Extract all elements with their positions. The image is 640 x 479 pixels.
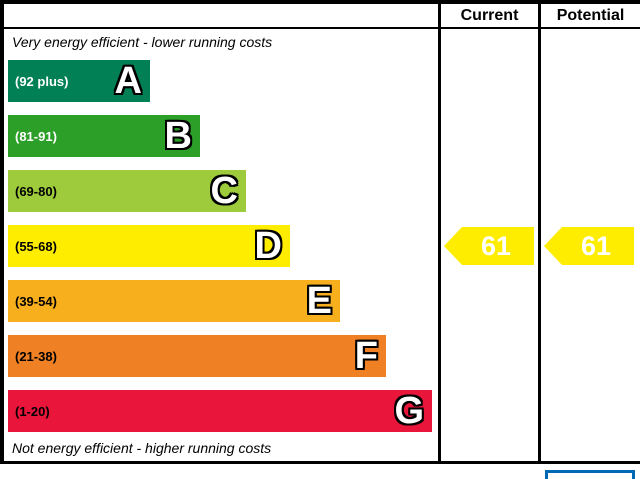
potential-rating-value: 61	[580, 230, 612, 261]
epc-band-d: (55-68) D	[8, 225, 290, 267]
potential-column-divider	[538, 0, 541, 464]
band-letter: F	[354, 335, 378, 377]
band-range-label: (69-80)	[15, 183, 57, 199]
band-letter: C	[210, 170, 238, 212]
band-range-label: (21-38)	[15, 348, 57, 364]
current-column-divider	[438, 0, 441, 464]
chart-bottom-border	[0, 461, 640, 464]
top-caption: Very energy efficient - lower running co…	[12, 34, 273, 50]
bottom-caption: Not energy efficient - higher running co…	[12, 440, 272, 456]
current-rating-arrow: 61	[444, 227, 534, 265]
band-range-label: (39-54)	[15, 293, 57, 309]
current-rating-value: 61	[480, 230, 512, 261]
header-divider-line	[0, 27, 640, 29]
epc-band-e: (39-54) E	[8, 280, 340, 322]
band-range-label: (92 plus)	[15, 73, 69, 89]
band-range-label: (55-68)	[15, 238, 57, 254]
outer-border-top	[0, 0, 640, 4]
epc-band-a: (92 plus) A	[8, 60, 150, 102]
epc-band-g: (1-20) G	[8, 390, 432, 432]
band-range-label: (81-91)	[15, 128, 57, 144]
partial-bottom-box	[545, 470, 635, 479]
epc-band-b: (81-91) B	[8, 115, 200, 157]
epc-band-c: (69-80) C	[8, 170, 246, 212]
band-letter: B	[164, 115, 192, 157]
band-letter: E	[306, 280, 332, 322]
current-column-header: Current	[460, 6, 519, 24]
potential-column-header: Potential	[556, 6, 625, 24]
outer-border-left	[0, 0, 4, 464]
epc-band-f: (21-38) F	[8, 335, 386, 377]
band-range-label: (1-20)	[15, 403, 50, 419]
band-letter: A	[114, 60, 142, 102]
potential-rating-arrow: 61	[544, 227, 634, 265]
band-letter: G	[394, 390, 424, 432]
band-letter: D	[254, 225, 282, 267]
